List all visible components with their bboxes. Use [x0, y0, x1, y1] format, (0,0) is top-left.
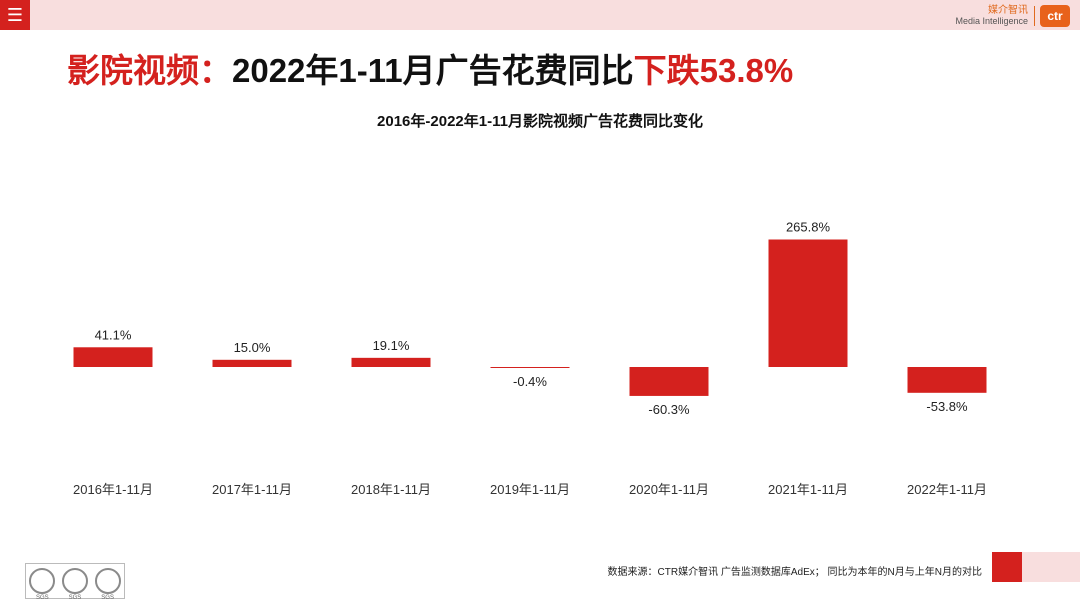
x-tick-label-6: 2022年1-11月 — [907, 482, 987, 497]
certification-badges: SGS SGS SGS — [25, 563, 125, 601]
chart-title: 2016年-2022年1-11月影院视频广告花费同比变化 — [377, 113, 703, 130]
title-highlight: 下跌53.8% — [633, 52, 794, 89]
sgs-seal-icon: SGS — [94, 568, 121, 601]
brand-logo-area: 媒介智讯 Media Intelligence ctr — [955, 4, 1070, 28]
data-label-3: -0.4% — [513, 374, 547, 389]
x-tick-label-5: 2021年1-11月 — [768, 482, 848, 497]
bar-5 — [768, 239, 848, 367]
menu-button[interactable]: ☰ — [0, 0, 30, 30]
brand-divider — [1034, 6, 1035, 26]
bar-0 — [73, 347, 153, 367]
bar-4 — [629, 367, 709, 396]
brand-name-en: Media Intelligence — [955, 16, 1028, 26]
data-label-1: 15.0% — [234, 340, 271, 355]
bar-2 — [351, 357, 431, 367]
x-tick-label-4: 2020年1-11月 — [629, 482, 709, 497]
data-label-6: -53.8% — [926, 399, 968, 414]
data-label-4: -60.3% — [648, 402, 690, 417]
top-bar — [0, 0, 1080, 30]
page-title: 影院视频：2022年1-11月广告花费同比下跌53.8% — [67, 44, 793, 92]
x-tick-label-2: 2018年1-11月 — [351, 482, 431, 497]
data-label-2: 19.1% — [373, 338, 410, 353]
sgs-seal-icon: SGS — [61, 568, 88, 601]
sgs-seal-icon: SGS — [29, 568, 56, 601]
ctr-logo: ctr — [1040, 5, 1070, 27]
title-category: 影院视频： — [67, 52, 232, 89]
title-body: 2022年1-11月广告花费同比 — [232, 52, 634, 89]
bar-3 — [490, 367, 570, 368]
data-label-0: 41.1% — [95, 327, 132, 342]
bar-1 — [212, 359, 292, 367]
hamburger-menu-icon: ☰ — [6, 5, 24, 25]
brand-name-cn: 媒介智讯 — [988, 5, 1028, 16]
x-tick-label-3: 2019年1-11月 — [490, 482, 570, 497]
bar-6 — [907, 367, 987, 393]
data-source-note: 数据来源：CTR媒介智讯 广告监测数据库AdEx； 同比为本年的N月与上年N月的… — [607, 567, 982, 578]
data-label-5: 265.8% — [786, 220, 831, 235]
x-tick-label-0: 2016年1-11月 — [73, 482, 153, 497]
x-tick-label-1: 2017年1-11月 — [212, 482, 292, 497]
footer-accent-block — [992, 552, 1022, 582]
